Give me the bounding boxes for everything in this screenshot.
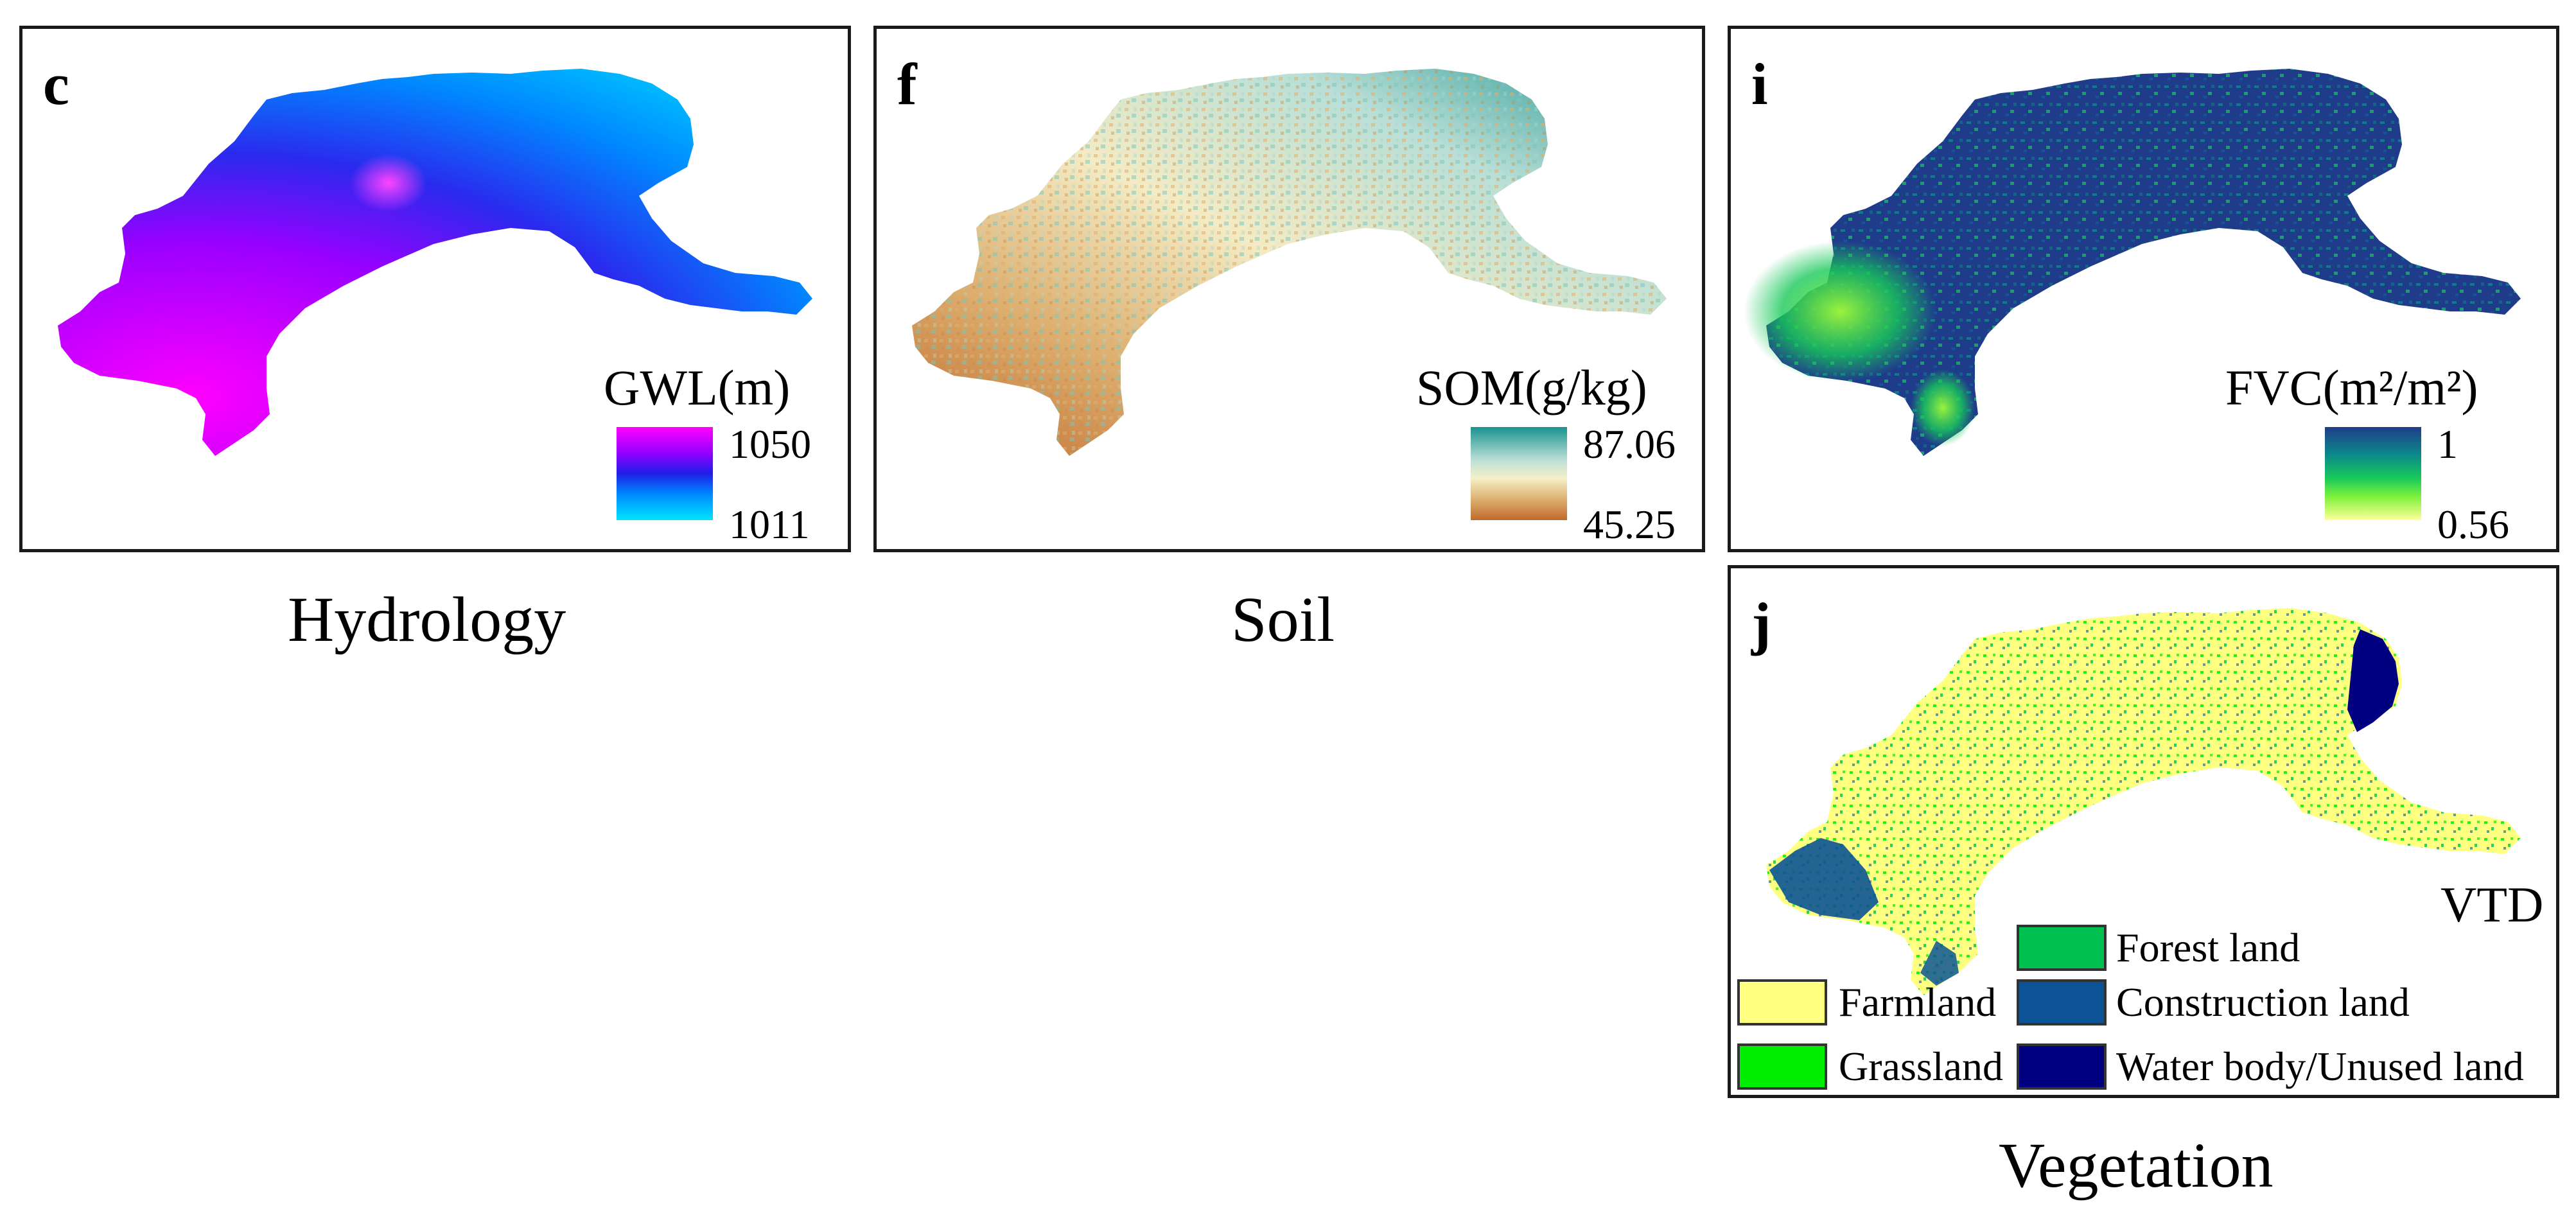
fvc-map — [1744, 69, 2521, 456]
panel-f-soil-organic-matter: f SOM(g/kg) 87.06 45.25 — [873, 26, 1705, 552]
group-title-hydrology: Hydrology — [288, 584, 566, 655]
som-colorbar — [1471, 427, 1567, 520]
gwl-max-label: 1050 — [729, 421, 811, 467]
gwl-legend-title: GWL(m) — [604, 360, 791, 415]
som-min-label: 45.25 — [1583, 502, 1676, 547]
vtd-legend-title: VTD — [2440, 877, 2544, 932]
legend-swatch-forest-land — [2017, 925, 2107, 971]
fvc-min-label: 0.56 — [2437, 502, 2509, 547]
panel-j-vegetation-type-distribution: j VTD Farmland Grassland Forest land Con… — [1728, 565, 2559, 1098]
legend-swatch-grassland — [1737, 1043, 1827, 1090]
group-title-soil: Soil — [1231, 584, 1335, 655]
legend-label-construction-land: Construction land — [2116, 979, 2410, 1025]
som-map — [912, 69, 1667, 456]
legend-label-grassland: Grassland — [1839, 1043, 2003, 1089]
legend-swatch-farmland — [1737, 979, 1827, 1026]
panel-c-groundwater-level: c GWL(m) 1050 1011 — [19, 26, 851, 552]
legend-swatch-construction-land — [2017, 979, 2107, 1026]
panel-letter-i: i — [1751, 51, 1768, 117]
fvc-colorbar — [2325, 427, 2421, 520]
region-outline — [58, 69, 812, 456]
panel-i-fractional-vegetation-cover: i FVC(m²/m²) 1 0.56 — [1728, 26, 2559, 552]
som-legend-title: SOM(g/kg) — [1416, 360, 1647, 415]
vtd-map — [1766, 608, 2521, 995]
group-title-vegetation: Vegetation — [1999, 1130, 2274, 1201]
panel-letter-j: j — [1751, 591, 1771, 656]
fvc-legend-title: FVC(m²/m²) — [2225, 360, 2478, 415]
legend-label-water-body-unused-land: Water body/Unused land — [2116, 1043, 2524, 1089]
panel-letter-c: c — [43, 51, 69, 117]
panel-letter-f: f — [897, 51, 917, 117]
region-outline — [1766, 69, 2521, 456]
gwl-map — [58, 69, 812, 456]
legend-label-forest-land: Forest land — [2116, 925, 2300, 970]
som-max-label: 87.06 — [1583, 421, 1676, 467]
gwl-colorbar — [617, 427, 713, 520]
legend-swatch-water-body-unused-land — [2017, 1043, 2107, 1090]
fvc-max-label: 1 — [2437, 421, 2458, 467]
gwl-min-label: 1011 — [729, 502, 810, 547]
region-outline — [1766, 608, 2521, 995]
legend-label-farmland: Farmland — [1839, 979, 1997, 1025]
